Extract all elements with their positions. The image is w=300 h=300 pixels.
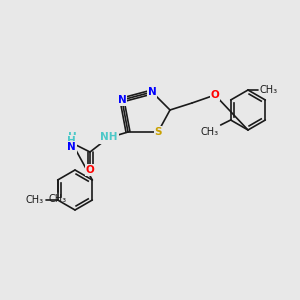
Text: N: N [67, 142, 75, 152]
Text: O: O [211, 90, 219, 100]
Text: NH: NH [100, 132, 118, 142]
Text: N: N [148, 87, 156, 97]
Text: O: O [85, 165, 94, 175]
Text: NH: NH [99, 133, 117, 143]
Text: CH₃: CH₃ [49, 194, 67, 204]
Text: S: S [154, 127, 162, 137]
Text: N: N [118, 95, 126, 105]
Text: CH₃: CH₃ [26, 195, 44, 205]
Text: H
N: H N [68, 132, 76, 154]
Text: H: H [67, 136, 75, 146]
Text: CH₃: CH₃ [201, 127, 219, 137]
Text: CH₃: CH₃ [259, 85, 277, 95]
